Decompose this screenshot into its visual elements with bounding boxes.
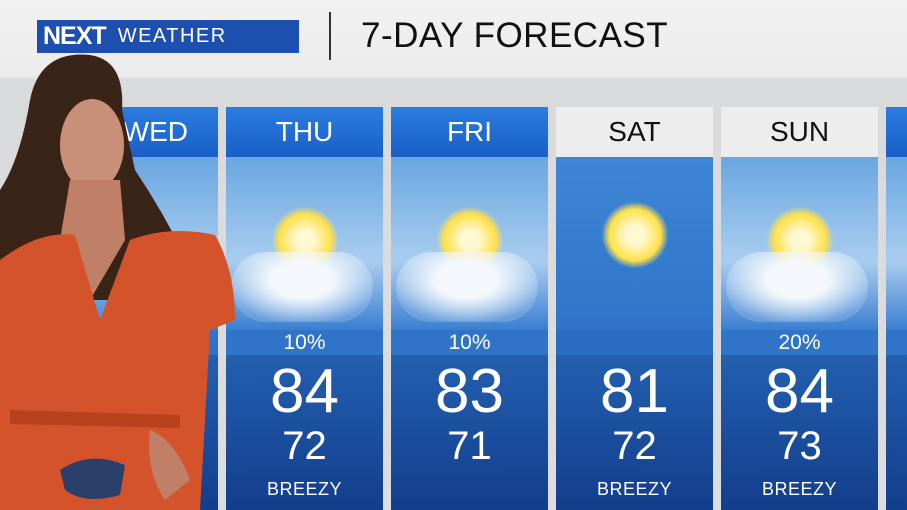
precip-chance <box>556 330 713 355</box>
precip-chance: 10% <box>226 330 383 355</box>
low-temp: 71 <box>447 424 492 468</box>
day-column-sun: SUN 20% 84 73 BREEZY <box>721 107 878 510</box>
cloud-icon <box>726 252 868 322</box>
next-weather-logo: NEXT WEATHER <box>37 20 299 53</box>
high-temp: 81 <box>600 357 669 426</box>
high-temp: 84 <box>765 357 834 426</box>
condition-note: BREEZY <box>266 479 343 499</box>
condition-note: BREEZY <box>761 479 838 499</box>
high-temp: 83 <box>435 357 504 426</box>
logo-next: NEXT <box>43 22 107 50</box>
condition-note: BREEZY <box>596 479 673 499</box>
logo-weather: WEATHER <box>117 25 227 47</box>
day-label: SUN <box>721 107 878 157</box>
high-temp: 84 <box>270 357 339 426</box>
day-label: FRI <box>391 107 548 157</box>
presenter <box>0 54 235 510</box>
day-label: THU <box>226 107 383 157</box>
divider <box>329 12 331 60</box>
precip-chance: 20% <box>721 330 878 355</box>
page-title: 7-DAY FORECAST <box>361 16 669 55</box>
day-column-fri: FRI 10% 83 71 <box>391 107 548 510</box>
cloud-icon <box>231 252 373 322</box>
day-column-sat: SAT 81 72 BREEZY <box>556 107 713 510</box>
cloud-icon <box>396 252 538 322</box>
day-column-thu: THU 10% 84 72 BREEZY <box>226 107 383 510</box>
day-column-next <box>886 107 907 510</box>
low-temp: 72 <box>612 424 657 468</box>
low-temp: 73 <box>777 424 822 468</box>
low-temp: 72 <box>282 424 327 468</box>
day-label: SAT <box>556 107 713 157</box>
precip-chance: 10% <box>391 330 548 355</box>
sunny-icon <box>601 202 668 268</box>
